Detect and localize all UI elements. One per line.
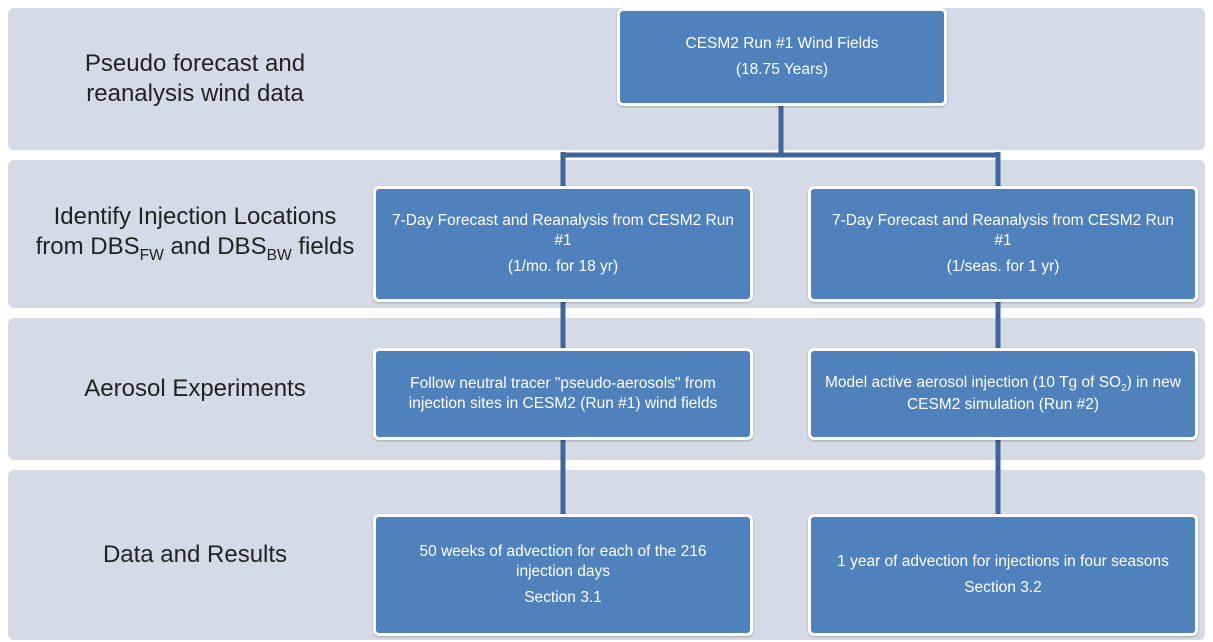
process-box: 7-Day Forecast and Reanalysis from CESM2…: [373, 186, 753, 302]
text-run: fields: [291, 233, 355, 261]
text-run: ) in new CESM2 simulation (Run #2): [906, 373, 1181, 414]
box-text: 1 year of advection for injections in fo…: [837, 552, 1169, 572]
row-label-text: Identify Injection Locations from DBSFW …: [30, 202, 360, 265]
row-label-text: Pseudo forecast and reanalysis wind data: [30, 49, 360, 109]
box-text: CESM2 Run #1 Wind Fields: [686, 34, 879, 54]
text-run: 1 year of advection for injections in fo…: [837, 552, 1169, 570]
text-run: (1/seas. for 1 yr): [946, 258, 1060, 276]
process-box: 7-Day Forecast and Reanalysis from CESM2…: [808, 186, 1198, 302]
text-run: 50 weeks of advection for each of the 21…: [419, 542, 707, 580]
text-run: Data and Results: [102, 541, 288, 568]
process-box: Model active aerosol injection (10 Tg of…: [808, 348, 1198, 440]
text-run: (1/mo. for 18 yr): [507, 258, 619, 276]
text-run: and DBS: [163, 233, 267, 261]
row-label-text: Data and Results: [103, 540, 287, 570]
row-label: Data and Results: [30, 470, 360, 640]
text-run: 7-Day Forecast and Reanalysis from CESM2…: [392, 211, 734, 249]
process-box: CESM2 Run #1 Wind Fields (18.75 Years): [617, 8, 947, 106]
process-box: Follow neutral tracer "pseudo-aerosols" …: [373, 348, 753, 440]
box-text: Section 3.2: [964, 578, 1042, 598]
text-run: CESM2 Run #1 Wind Fields: [685, 34, 879, 52]
process-box: 50 weeks of advection for each of the 21…: [373, 514, 753, 636]
row-label: Aerosol Experiments: [30, 318, 360, 460]
text-run: Identify Injection Locations from DBS: [35, 203, 337, 261]
box-text: Model active aerosol injection (10 Tg of…: [825, 373, 1181, 415]
text-run: Model active aerosol injection (10 Tg of…: [825, 373, 1122, 391]
box-text: Section 3.1: [524, 588, 602, 608]
text-run: Pseudo forecast and reanalysis wind data: [84, 50, 306, 107]
text-run: 7-Day Forecast and Reanalysis from CESM2…: [832, 211, 1174, 249]
process-box: 1 year of advection for injections in fo…: [808, 514, 1198, 636]
box-text: (1/mo. for 18 yr): [508, 257, 618, 277]
text-run: Section 3.2: [964, 579, 1042, 596]
connector: [560, 100, 1001, 190]
box-text: (1/seas. for 1 yr): [947, 257, 1060, 277]
subscript: 2: [1121, 382, 1127, 394]
box-text: 50 weeks of advection for each of the 21…: [390, 542, 736, 582]
box-text: 7-Day Forecast and Reanalysis from CESM2…: [390, 211, 736, 251]
subscript: FW: [139, 247, 164, 265]
text-run: Aerosol Experiments: [84, 375, 306, 402]
box-text: 7-Day Forecast and Reanalysis from CESM2…: [825, 211, 1181, 251]
row-label: Pseudo forecast and reanalysis wind data: [30, 8, 360, 150]
box-text: Follow neutral tracer "pseudo-aerosols" …: [390, 374, 736, 414]
row-label-text: Aerosol Experiments: [84, 374, 305, 404]
row-band: [8, 8, 1205, 150]
text-run: (18.75 Years): [735, 61, 829, 78]
subscript: BW: [266, 247, 292, 265]
text-run: Follow neutral tracer "pseudo-aerosols" …: [408, 374, 718, 412]
text-run: Section 3.1: [524, 589, 602, 607]
row-label: Identify Injection Locations from DBSFW …: [30, 160, 360, 308]
box-text: (18.75 Years): [736, 60, 828, 80]
